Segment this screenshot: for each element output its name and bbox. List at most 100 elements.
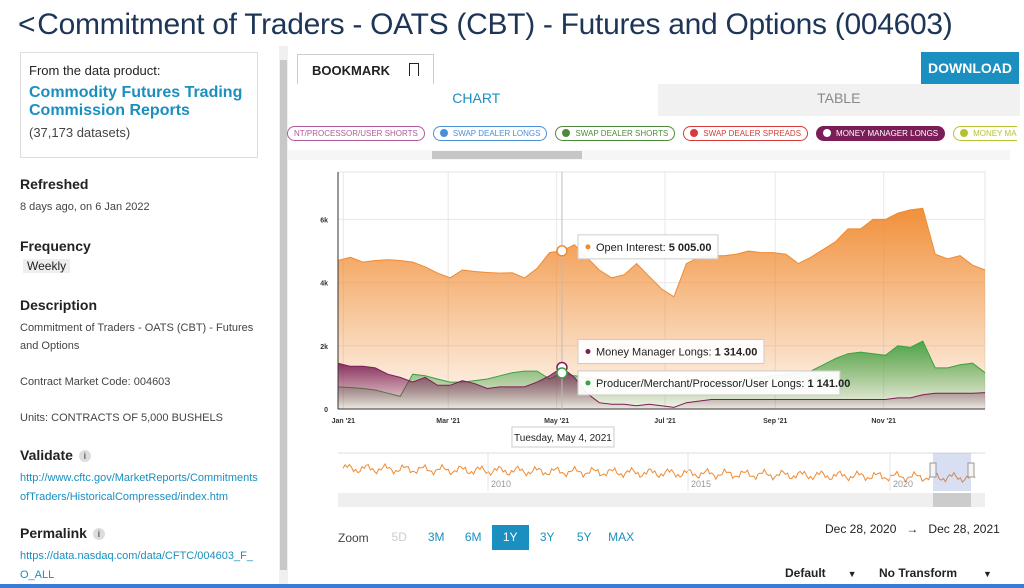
zoom-button-3m[interactable]: 3M (427, 530, 445, 544)
tooltip-dot (585, 244, 591, 250)
scrollbar-thumb[interactable] (280, 60, 287, 570)
main-chart[interactable]: 0 2k 4k 6k Jan '21 Mar '21 May '21 Jul '21 Sep '… (295, 164, 1020, 514)
caret-down-icon: ▼ (847, 569, 857, 579)
legend-label: SWAP DEALER SHORTS (575, 129, 669, 138)
units: Units: CONTRACTS OF 5,000 BUSHELS (20, 412, 223, 424)
description-text: Commitment of Traders - OATS (CBT) - Fut… (20, 322, 254, 352)
legend-dot-icon (960, 129, 969, 137)
navigator-handle (929, 462, 937, 478)
tooltip-1: Money Manager Longs: 1 314.00 (577, 338, 765, 364)
legend-label: SWAP DEALER LONGS (452, 129, 541, 138)
frequency-badge: Weekly (23, 259, 71, 273)
contract-code: Contract Market Code: 004603 (20, 376, 171, 388)
legend-item[interactable]: MONEY MANAGER LONGS (816, 126, 946, 141)
y-tick-label: 2k (320, 344, 328, 351)
legend-scrollbar[interactable] (288, 150, 1010, 160)
tooltip-label: Money Manager Longs: (596, 346, 715, 358)
data-product-box: From the data product: Commodity Futures… (20, 52, 258, 158)
sidebar: From the data product: Commodity Futures… (0, 46, 278, 588)
zoom-label: Zoom (338, 530, 369, 545)
zoom-button-max[interactable]: MAX (608, 530, 635, 544)
x-tick-label: Mar '21 (436, 418, 460, 425)
bookmark-label: BOOKMARK (312, 63, 390, 78)
permalink-link[interactable]: https://data.nasdaq.com/data/CFTC/004603… (20, 550, 253, 581)
legend-label: MONEY MANAGI (973, 129, 1017, 138)
legend-dot-icon (823, 129, 832, 137)
legend-label: SWAP DEALER SPREADS (703, 129, 802, 138)
page-scrollbar[interactable] (1016, 46, 1024, 584)
series-line (337, 362, 986, 408)
tooltip-box (577, 234, 719, 260)
zoom-button-5y[interactable]: 5Y (576, 530, 592, 544)
tooltip-value: 5 005.00 (669, 242, 712, 254)
tooltip-label: Producer/Merchant/Processor/User Longs: (596, 378, 808, 390)
product-link[interactable]: Commodity Futures Trading Commission Rep… (29, 84, 243, 119)
navigator-tick: 2015 (691, 479, 711, 489)
tooltip-text: Open Interest: 5 005.00 (596, 242, 712, 254)
y-tick-label: 4k (320, 281, 328, 288)
y-tick-label: 6k (320, 217, 328, 224)
legend-item[interactable]: SWAP DEALER SPREADS (683, 126, 809, 141)
refreshed-value: 8 days ago, on 6 Jan 2022 (20, 201, 150, 213)
series-line (337, 207, 986, 298)
zoom-controls: Zoom 5D 3M 6M 1Y 3Y 5Y MAX (338, 525, 640, 550)
tooltip-2: Producer/Merchant/Processor/User Longs: … (577, 370, 851, 396)
legend-item[interactable]: SWAP DEALER LONGS (432, 126, 548, 141)
zoom-button-1y[interactable]: 1Y (491, 525, 529, 550)
frequency-heading: Frequency (20, 238, 91, 254)
tooltip-marker (556, 245, 568, 257)
navigator-scroll-thumb (933, 493, 971, 507)
tooltip-marker (556, 367, 568, 379)
tooltip-dot (585, 380, 591, 386)
legend-dot-icon (690, 129, 699, 137)
tooltip-box (577, 338, 765, 364)
style-select-value: Default (785, 566, 826, 580)
tooltip-0: Open Interest: 5 005.00 (577, 234, 719, 260)
permalink-heading: Permalink (20, 525, 87, 541)
info-icon[interactable]: i (78, 450, 91, 463)
tab-table[interactable]: TABLE (657, 84, 1020, 116)
x-tick-label: Jan '21 (332, 418, 356, 425)
navigator-scrollbar (338, 493, 985, 507)
validate-link[interactable]: http://www.cftc.gov/MarketReports/Commit… (20, 472, 258, 503)
download-button[interactable]: DOWNLOAD (921, 52, 1019, 84)
range-from[interactable]: Dec 28, 2020 (825, 522, 897, 536)
legend-item[interactable]: SWAP DEALER SHORTS (555, 126, 676, 141)
legend-item[interactable]: MONEY MANAGI (953, 126, 1017, 141)
navigator-tick: 2020 (893, 479, 913, 489)
sidebar-scrollbar[interactable] (279, 46, 288, 588)
tooltip-value: 1 314.00 (715, 346, 758, 358)
zoom-button-5d[interactable]: 5D (391, 530, 407, 544)
bookmark-button[interactable]: BOOKMARK (297, 54, 434, 84)
range-to[interactable]: Dec 28, 2021 (928, 522, 1000, 536)
x-tick-label: May '21 (544, 418, 569, 425)
tab-chart[interactable]: CHART (295, 84, 658, 116)
zoom-button-3y[interactable]: 3Y (539, 530, 555, 544)
zoom-button-6m[interactable]: 6M (464, 530, 482, 544)
navigator-selection (933, 453, 971, 491)
tooltip-value: 1 141.00 (808, 378, 851, 390)
description-heading: Description (20, 297, 98, 313)
tooltip-label: Open Interest: (596, 242, 669, 254)
navigator-handle (967, 462, 975, 478)
chevron-left-icon[interactable]: < (18, 8, 36, 41)
chart-panel: BOOKMARK DOWNLOAD CHART TABLE NT/PROCESS… (287, 46, 1024, 588)
style-select[interactable]: Default ▼ (785, 566, 857, 580)
bookmark-icon (409, 63, 419, 76)
page-title: <Commitment of Traders - OATS (CBT) - Fu… (18, 8, 953, 42)
product-label: From the data product: (29, 63, 161, 78)
scrollbar-thumb[interactable] (432, 151, 582, 159)
transform-select-value: No Transform (879, 566, 958, 580)
tooltip-dot (585, 348, 591, 354)
y-tick-label: 0 (324, 407, 328, 414)
date-range: Dec 28, 2020 → Dec 28, 2021 (825, 522, 1000, 536)
legend-dot-icon (562, 129, 571, 137)
arrow-right-icon: → (906, 522, 919, 536)
series-legend: NT/PROCESSOR/USER SHORTS SWAP DEALER LONG… (287, 126, 1017, 142)
tooltip-text: Money Manager Longs: 1 314.00 (596, 346, 757, 358)
transform-select[interactable]: No Transform ▼ (879, 566, 992, 580)
info-icon[interactable]: i (92, 528, 105, 541)
legend-label: MONEY MANAGER LONGS (836, 129, 939, 138)
legend-item[interactable]: NT/PROCESSOR/USER SHORTS (287, 126, 425, 141)
legend-dot-icon (439, 129, 448, 137)
